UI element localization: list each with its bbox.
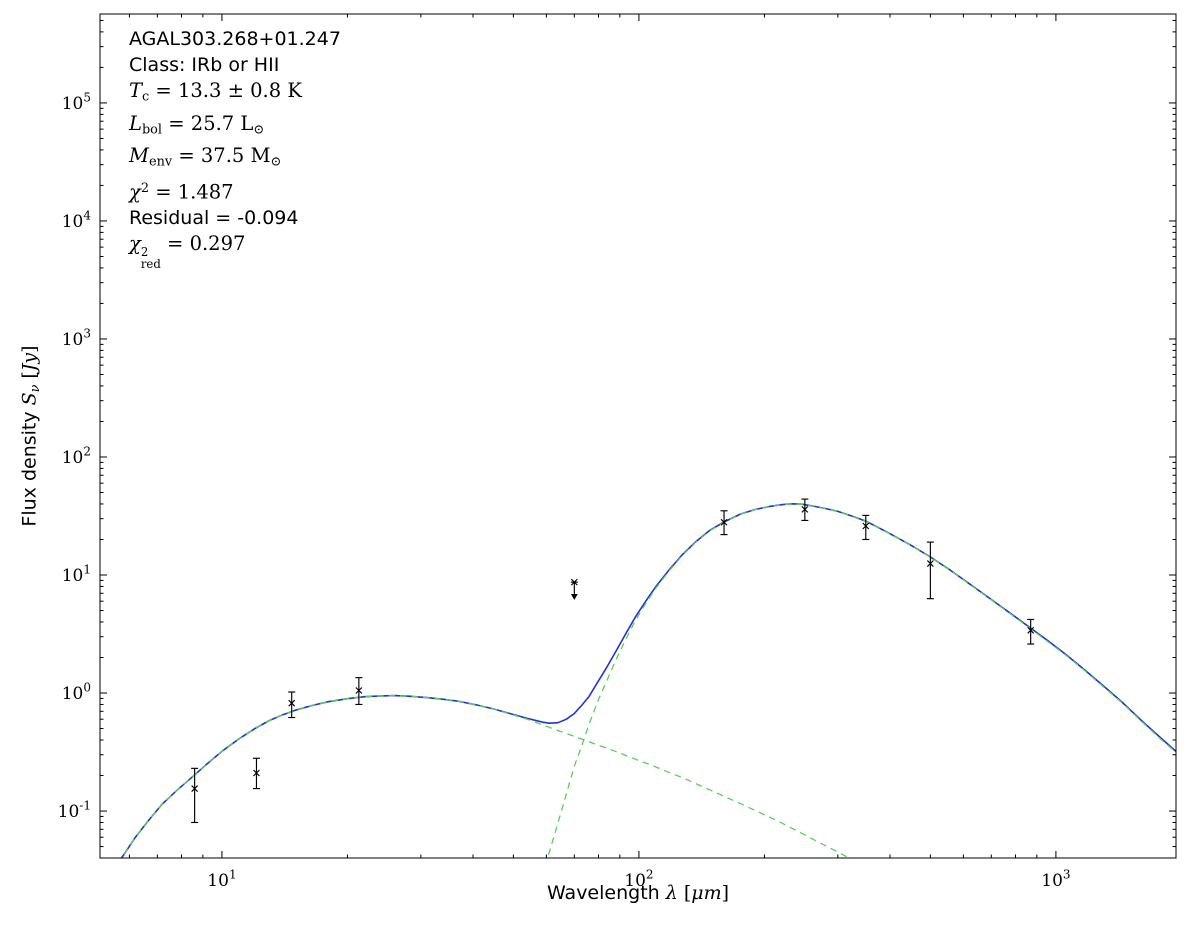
text-token: = 25.7 L (162, 111, 254, 135)
cold-component-curve (546, 503, 1176, 858)
text-token: ⊙ (270, 154, 282, 170)
text-token: L (129, 111, 142, 135)
text-token: λ (665, 882, 678, 904)
upper-limit-point (570, 578, 578, 601)
y-tick-label: 105 (62, 90, 91, 114)
text-token: ν (26, 384, 42, 393)
data-point (1027, 618, 1035, 645)
y-tick-label: 10-1 (58, 799, 91, 823)
x-tick-label: 101 (207, 868, 236, 892)
axis-ticks (100, 14, 1176, 858)
text-token: μm (691, 882, 722, 904)
annotation-line: Menv = 37.5 M⊙ (129, 143, 341, 176)
x-tick-label: 102 (624, 868, 653, 892)
y-tick-label: 100 (62, 681, 91, 705)
text-token: env (148, 154, 173, 170)
data-points (191, 498, 1035, 824)
text-token: = 13.3 ± 0.8 K (149, 79, 302, 102)
y-tick-label: 101 (62, 563, 91, 587)
data-point (191, 767, 199, 824)
annotation-line: χ 2 red = 0.297 (129, 231, 341, 270)
text-token: χ (129, 180, 141, 204)
x-tick-label: 103 (1041, 868, 1070, 892)
annotation-line: AGAL303.268+01.247 (129, 26, 341, 52)
data-point (288, 691, 296, 719)
annotation-line: χ2 = 1.487 (129, 176, 341, 205)
plot-frame (99, 13, 1177, 859)
tick-labels: 101 102 103 10-1 100 101 102 103 104 105 (58, 90, 1071, 891)
text-token: ] (721, 882, 730, 904)
text-token: = 1.487 (149, 180, 234, 204)
annotation-line: Residual = -0.094 (129, 205, 341, 231)
annotation-line: Class: IRb or HII (129, 52, 341, 78)
data-point (355, 677, 363, 706)
text-token: [ (18, 371, 41, 385)
text-token: c (142, 89, 150, 105)
warm-component-curve (120, 694, 850, 858)
y-axis-label: Flux density Sν [Jy] (18, 345, 42, 526)
data-point (720, 510, 728, 536)
data-point (926, 541, 934, 600)
text-token: Residual = -0.094 (129, 207, 299, 230)
annotation-line: Lbol = 25.7 L⊙ (129, 111, 341, 144)
text-token: T (129, 79, 143, 102)
text-token: χ (129, 232, 141, 256)
annotation-block: AGAL303.268+01.247 Class: IRb or HII Tc = … (129, 26, 341, 271)
text-token: ] (18, 345, 41, 353)
sup-sub-stack: 2 red (140, 245, 161, 272)
text-token: 2 (140, 180, 150, 196)
text-token: Flux density (18, 405, 41, 527)
y-tick-label: 102 (62, 444, 91, 468)
data-point (252, 757, 260, 790)
text-token: bol (141, 122, 163, 138)
text-token: ⊙ (253, 122, 265, 138)
y-tick-label: 103 (62, 326, 91, 350)
text-token: S (18, 392, 41, 406)
text-token: Wavelength (546, 882, 666, 904)
model-curves (120, 503, 1176, 858)
data-point (801, 498, 809, 522)
annotation-line: Tc = 13.3 ± 0.8 K (129, 78, 341, 111)
data-point (862, 514, 870, 541)
text-token: Class: IRb or HII (129, 54, 280, 76)
text-token: Jy (18, 352, 41, 372)
y-tick-label: 104 (62, 208, 92, 232)
down-arrow-icon (570, 594, 578, 601)
text-token: = 37.5 M (172, 144, 271, 168)
text-token: AGAL303.268+01.247 (129, 28, 341, 50)
total-model-fit-curve (120, 503, 1176, 858)
text-token: M (129, 144, 149, 168)
text-token: = 0.297 (160, 232, 246, 256)
x-axis-label: Wavelength λ [μm] (547, 882, 729, 904)
text-token: [ (677, 882, 692, 904)
